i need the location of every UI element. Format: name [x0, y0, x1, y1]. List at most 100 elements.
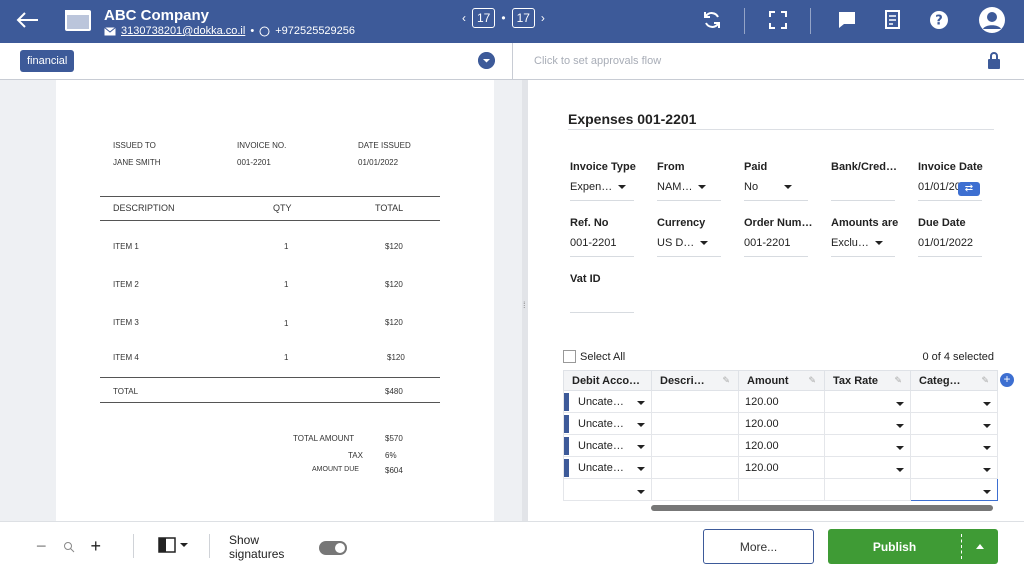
table-row[interactable]: Uncate… 120.00 [563, 390, 998, 413]
chevron-down-icon [896, 402, 904, 406]
pin-icon[interactable]: ✎ [722, 374, 730, 385]
email-link[interactable]: 3130738201@dokka.co.il [121, 25, 246, 37]
category-cell[interactable] [910, 390, 998, 413]
publish-button[interactable]: Publish [828, 529, 998, 564]
next-page-icon[interactable]: › [540, 11, 545, 25]
vat-input[interactable] [570, 293, 634, 313]
document-list-icon[interactable] [882, 9, 904, 31]
select-all-checkbox[interactable] [563, 350, 576, 363]
debit-account-cell[interactable]: Uncate… [563, 390, 652, 413]
tax-rate-cell[interactable] [824, 390, 911, 413]
help-icon[interactable]: ? [928, 9, 950, 31]
col-category[interactable]: Categ… ✎ [910, 370, 998, 391]
tag-dropdown-icon[interactable] [478, 52, 495, 69]
pane-splitter[interactable] [522, 80, 528, 521]
chevron-up-icon[interactable] [976, 544, 984, 549]
description-cell[interactable] [651, 390, 739, 413]
category-cell-active[interactable] [910, 478, 998, 501]
category-cell[interactable] [910, 456, 998, 479]
table-row[interactable]: Uncate… 120.00 [563, 456, 998, 479]
zoom-in-button[interactable]: + [90, 536, 102, 556]
col-debit-account[interactable]: Debit Acco… [563, 370, 652, 391]
debit-account-cell[interactable]: Uncate… [563, 456, 652, 479]
tax-rate-cell[interactable] [824, 456, 911, 479]
description-cell[interactable] [651, 456, 739, 479]
invoice-type-value: Expen… [570, 181, 613, 193]
currency-select[interactable]: US D… [657, 237, 721, 257]
approvals-flow-input[interactable]: Click to set approvals flow [534, 55, 662, 67]
swap-date-icon[interactable]: ⇄ [958, 182, 980, 196]
description-cell[interactable] [651, 412, 739, 435]
tax-rate-cell[interactable] [824, 412, 911, 435]
tag-chip[interactable]: financial [20, 50, 75, 72]
chat-icon[interactable] [836, 9, 858, 31]
table-row[interactable]: Uncate… 120.00 [563, 434, 998, 457]
layout-toggle-button[interactable] [158, 537, 188, 553]
amount-cell[interactable]: 120.00 [738, 390, 825, 413]
debit-account-cell[interactable]: Uncate… [563, 412, 652, 435]
bottom-bar: − + Show signatures More... Publish [0, 521, 1024, 568]
select-all[interactable]: Select All [563, 350, 625, 363]
item-desc: ITEM 1 [113, 242, 139, 251]
back-arrow-icon[interactable] [14, 8, 40, 32]
lock-icon[interactable] [987, 52, 1001, 69]
phone-number[interactable]: +972525529256 [275, 25, 356, 37]
invoice-date-input[interactable]: 01/01/20 [918, 181, 982, 201]
amount-cell[interactable]: 120.00 [738, 434, 825, 457]
ref-input[interactable]: 001-2201 [570, 237, 634, 257]
new-row[interactable] [563, 478, 998, 501]
row-marker [564, 415, 569, 433]
bank-input[interactable] [831, 181, 895, 201]
vat-label: Vat ID [570, 273, 601, 285]
pin-icon[interactable]: ✎ [894, 374, 902, 385]
order-input[interactable]: 001-2201 [744, 237, 808, 257]
chevron-down-icon [698, 185, 707, 190]
amount-cell[interactable] [738, 478, 825, 501]
item-desc: ITEM 4 [113, 353, 139, 362]
description-cell[interactable] [651, 434, 739, 457]
splitter-grip-icon[interactable]: ⁞ [523, 300, 526, 310]
table-row[interactable]: Uncate… 120.00 [563, 412, 998, 435]
amount-cell[interactable]: 120.00 [738, 456, 825, 479]
amounts-select[interactable]: Exclu… [831, 237, 895, 257]
debit-account-cell[interactable] [563, 478, 652, 501]
category-cell[interactable] [910, 434, 998, 457]
col-description[interactable]: Descri… ✎ [651, 370, 739, 391]
tax-label: TAX [348, 451, 363, 460]
col-amount[interactable]: Amount ✎ [738, 370, 825, 391]
more-button[interactable]: More... [703, 529, 814, 564]
add-column-icon[interactable]: + [1000, 373, 1014, 387]
amount-cell[interactable]: 120.00 [738, 412, 825, 435]
ref-label: Ref. No [570, 217, 609, 229]
selected-count: 0 of 4 selected [922, 351, 994, 363]
prev-page-icon[interactable]: ‹ [462, 11, 466, 25]
chevron-down-icon [983, 490, 991, 494]
pin-icon[interactable]: ✎ [981, 374, 989, 385]
zoom-out-button[interactable]: − [36, 536, 47, 556]
amounts-value: Exclu… [831, 237, 869, 249]
debit-account-cell[interactable]: Uncate… [563, 434, 652, 457]
page-current[interactable]: 17 [472, 8, 496, 28]
category-cell[interactable] [910, 412, 998, 435]
show-signatures-toggle[interactable] [319, 541, 347, 555]
invoice-type-label: Invoice Type [570, 161, 636, 173]
chevron-down-icon [983, 468, 991, 472]
tax-rate-cell[interactable] [824, 434, 911, 457]
pin-icon[interactable]: ✎ [808, 374, 816, 385]
invoice-type-select[interactable]: Expen… [570, 181, 634, 201]
item-total: $120 [387, 353, 405, 362]
from-select[interactable]: NAM… [657, 181, 721, 201]
top-bar: ABC Company 3130738201@dokka.co.il • +97… [0, 0, 1024, 43]
user-avatar-icon[interactable] [978, 6, 1006, 34]
paid-select[interactable]: No [744, 181, 808, 201]
amounts-label: Amounts are [831, 217, 899, 229]
line-items-grid: Debit Acco… Descri… ✎ Amount ✎ Tax Rate ✎ C… [563, 370, 998, 501]
refresh-icon[interactable] [701, 9, 723, 31]
description-cell[interactable] [651, 478, 739, 501]
col-tax-rate[interactable]: Tax Rate ✎ [824, 370, 911, 391]
horizontal-scrollbar[interactable] [651, 505, 993, 511]
fullscreen-icon[interactable] [767, 9, 789, 31]
due-input[interactable]: 01/01/2022 [918, 237, 982, 257]
chevron-down-icon [896, 424, 904, 428]
tax-rate-cell[interactable] [824, 478, 911, 501]
